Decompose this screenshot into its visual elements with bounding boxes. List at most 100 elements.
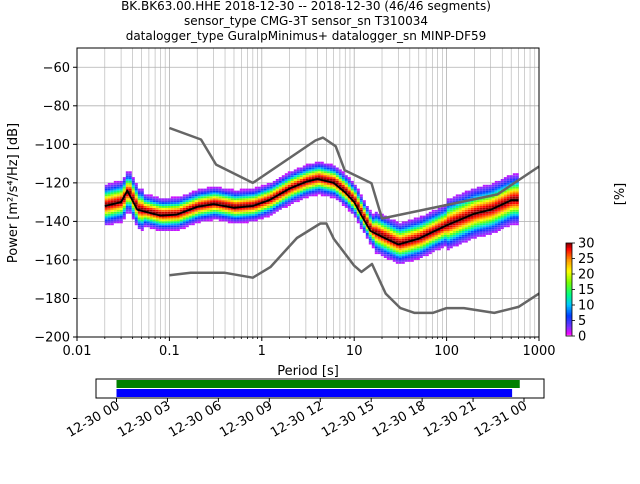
psd-cell	[215, 188, 219, 191]
psd-cell	[191, 198, 195, 201]
psd-cell	[419, 238, 423, 241]
psd-cell	[176, 227, 180, 230]
colorbar-tick-label: 25	[578, 252, 595, 267]
psd-cell	[191, 213, 195, 216]
psd-cell	[455, 240, 459, 243]
psd-cell	[323, 186, 327, 189]
psd-cell	[206, 202, 210, 204]
psd-cell	[485, 229, 489, 231]
psd-cell	[440, 211, 444, 214]
psd-cell	[173, 221, 177, 224]
psd-cell	[290, 179, 294, 181]
psd-cell	[221, 198, 225, 201]
psd-cell	[347, 188, 351, 191]
psd-cell	[311, 167, 315, 170]
psd-cell	[479, 223, 483, 226]
psd-cell	[161, 209, 165, 212]
psd-cell	[227, 209, 231, 212]
psd-cell	[449, 221, 453, 224]
psd-cell	[365, 217, 369, 220]
psd-cell	[482, 184, 486, 187]
psd-cell	[206, 190, 210, 193]
psd-cell	[377, 250, 381, 253]
psd-cell	[347, 177, 351, 179]
psd-cell	[236, 221, 240, 224]
psd-cell	[470, 223, 474, 226]
psd-cell	[263, 215, 267, 218]
psd-cell	[407, 229, 411, 231]
psd-cell	[479, 202, 483, 204]
psd-cell	[458, 236, 462, 239]
psd-cell	[146, 204, 150, 206]
colorbar-segment	[566, 331, 572, 334]
psd-cell	[266, 206, 270, 208]
psd-cell	[110, 184, 114, 187]
psd-cell	[395, 261, 399, 264]
psd-cell	[311, 173, 315, 176]
psd-cell	[104, 202, 108, 204]
psd-cell	[248, 198, 252, 201]
psd-cell	[197, 202, 201, 204]
psd-cell	[149, 221, 153, 224]
psd-cell	[374, 248, 378, 251]
psd-cell	[419, 234, 423, 237]
psd-cell	[119, 215, 123, 218]
psd-cell	[140, 227, 144, 230]
psd-cell	[236, 209, 240, 212]
psd-cell	[452, 229, 456, 231]
psd-cell	[488, 184, 492, 187]
psd-cell	[371, 227, 375, 230]
psd-cell	[281, 180, 285, 183]
psd-cell	[485, 227, 489, 230]
psd-cell	[188, 204, 192, 206]
psd-cell	[251, 190, 255, 193]
psd-cell	[440, 234, 444, 237]
psd-cell	[512, 206, 516, 208]
psd-cell	[179, 223, 183, 226]
psd-cell	[134, 223, 138, 226]
psd-cell	[503, 192, 507, 195]
psd-cell	[449, 242, 453, 245]
y-tick-label: −180	[34, 292, 70, 307]
psd-cell	[503, 180, 507, 183]
psd-cell	[194, 204, 198, 206]
psd-cell	[158, 209, 162, 212]
psd-cell	[401, 248, 405, 251]
y-tick-label: −60	[43, 61, 70, 76]
psd-cell	[242, 204, 246, 206]
psd-cell	[248, 213, 252, 216]
psd-cell	[110, 206, 114, 208]
psd-cell	[212, 213, 216, 216]
psd-cell	[428, 221, 432, 224]
psd-cell	[407, 221, 411, 224]
psd-cell	[395, 244, 399, 247]
psd-cell	[500, 227, 504, 230]
psd-cell	[395, 233, 399, 235]
psd-cell	[332, 192, 336, 195]
psd-cell	[377, 246, 381, 249]
psd-cell	[233, 215, 237, 218]
psd-cell	[227, 188, 231, 191]
psd-cell	[146, 217, 150, 220]
psd-cell	[104, 200, 108, 203]
psd-cell	[401, 227, 405, 230]
psd-cell	[350, 188, 354, 191]
psd-cell	[446, 221, 450, 224]
psd-cell	[398, 256, 402, 258]
psd-cell	[464, 238, 468, 241]
psd-cell	[245, 211, 249, 214]
psd-cell	[485, 223, 489, 226]
psd-cell	[203, 215, 207, 218]
psd-cell	[230, 204, 234, 206]
psd-cell	[332, 186, 336, 189]
psd-cell	[134, 211, 138, 214]
psd-cell	[200, 200, 204, 203]
psd-cell	[155, 221, 159, 224]
psd-cell	[497, 198, 501, 201]
psd-cell	[287, 192, 291, 195]
psd-cell	[383, 244, 387, 247]
psd-cell	[395, 248, 399, 251]
psd-cell	[293, 188, 297, 191]
psd-cell	[143, 213, 147, 216]
